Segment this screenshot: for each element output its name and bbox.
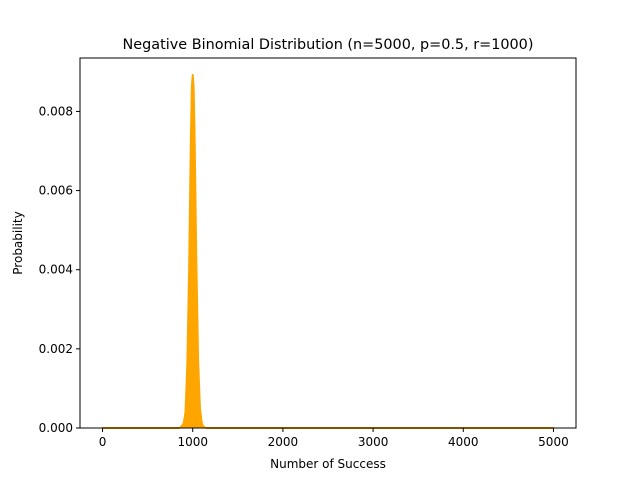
x-tick-label: 5000 (538, 435, 569, 449)
series-0-area (102, 75, 554, 429)
x-tick-label: 2000 (268, 435, 299, 449)
y-tick-label: 0.006 (39, 184, 73, 198)
x-tick-label: 4000 (448, 435, 479, 449)
x-tick-label: 1000 (177, 435, 208, 449)
axes-frame (79, 57, 577, 429)
y-tick-label: 0.000 (39, 421, 73, 435)
y-tick-label: 0.004 (39, 263, 73, 277)
plot-layer (102, 74, 554, 429)
y-tick-label: 0.002 (39, 342, 73, 356)
x-tick-label: 0 (99, 435, 107, 449)
y-axis: 0.000 0.002 0.004 0.006 0.008 (39, 104, 80, 435)
y-tick-label: 0.008 (39, 104, 73, 118)
x-axis: 0 1000 2000 3000 4000 5000 (99, 428, 569, 449)
chart-title: Negative Binomial Distribution (n=5000, … (123, 37, 534, 53)
x-tick-label: 3000 (358, 435, 389, 449)
x-axis-label: Number of Success (270, 457, 386, 471)
y-axis-label: Probability (11, 211, 25, 274)
series-0-line (102, 74, 554, 429)
